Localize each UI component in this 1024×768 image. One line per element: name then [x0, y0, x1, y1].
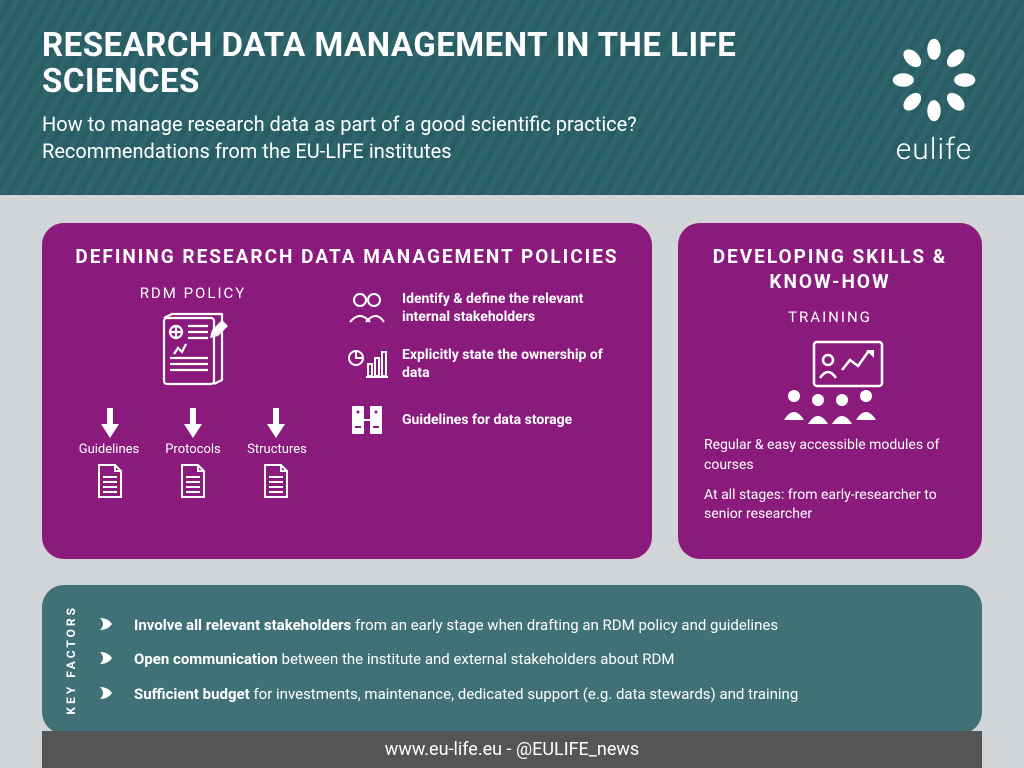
policy-item-text: Identify & define the relevant internal … [402, 290, 626, 326]
training-subtitle: TRAINING [788, 308, 872, 326]
server-icon [346, 402, 388, 438]
page-subtitle: How to manage research data as part of a… [42, 111, 866, 165]
policy-item: Guidelines for data storage [346, 402, 626, 438]
training-point: At all stages: from early-researcher to … [704, 486, 956, 525]
key-factor-item: Sufficient budget for investments, maint… [98, 684, 952, 704]
footer-text: www.eu-life.eu - @EULIFE_news [385, 739, 639, 760]
policy-document-icon [152, 312, 234, 400]
footer: www.eu-life.eu - @EULIFE_news [42, 731, 982, 768]
header: RESEARCH DATA MANAGEMENT IN THE LIFE SCI… [0, 0, 1024, 195]
page-title: RESEARCH DATA MANAGEMENT IN THE LIFE SCI… [42, 28, 866, 101]
policy-item-text: Guidelines for data storage [402, 411, 572, 429]
logo-text: eulife [896, 132, 973, 167]
card-defining-policies: DEFINING RESEARCH DATA MANAGEMENT POLICI… [42, 223, 652, 559]
card-left-title: DEFINING RESEARCH DATA MANAGEMENT POLICI… [68, 245, 626, 270]
policy-subtitle: RDM POLICY [140, 284, 247, 302]
bullet-arrow-icon [98, 684, 120, 702]
header-text-block: RESEARCH DATA MANAGEMENT IN THE LIFE SCI… [42, 28, 886, 165]
branch-label: Structures [236, 442, 318, 457]
key-factor-text: Involve all relevant stakeholders from a… [134, 615, 778, 635]
policy-item-text: Explicitly state the ownership of data [402, 346, 626, 382]
branch-labels: Guidelines Protocols Structures [68, 442, 318, 457]
document-lines-icon [93, 461, 127, 501]
arrow-down-icon [263, 406, 289, 440]
key-factor-item: Open communication between the institute… [98, 649, 952, 669]
card-row: DEFINING RESEARCH DATA MANAGEMENT POLICI… [42, 223, 982, 559]
logo: eulife [886, 28, 982, 167]
key-factors-list: Involve all relevant stakeholders from a… [98, 615, 952, 704]
bullet-arrow-icon [98, 615, 120, 633]
training-presentation-icon [770, 336, 890, 428]
people-icon [346, 290, 388, 326]
arrow-down-icon [97, 406, 123, 440]
policy-items: Identify & define the relevant internal … [346, 284, 626, 501]
arrow-down-icon [180, 406, 206, 440]
policy-column: RDM POLICY [68, 284, 318, 501]
subtitle-line2: Recommendations from the EU-LIFE institu… [42, 139, 452, 163]
key-factor-item: Involve all relevant stakeholders from a… [98, 615, 952, 635]
branch-label: Guidelines [68, 442, 150, 457]
branch-label: Protocols [152, 442, 234, 457]
content: DEFINING RESEARCH DATA MANAGEMENT POLICI… [0, 195, 1024, 734]
key-factors-panel: KEY FACTORS Involve all relevant stakeho… [42, 585, 982, 735]
document-lines-icon [176, 461, 210, 501]
key-factor-text: Open communication between the institute… [134, 649, 674, 669]
eulife-logo-icon [886, 32, 982, 128]
subtitle-line1: How to manage research data as part of a… [42, 112, 637, 136]
card-developing-skills: DEVELOPING SKILLS & KNOW-HOW TRAINING [678, 223, 982, 559]
chart-icon [346, 346, 388, 382]
bullet-arrow-icon [98, 649, 120, 667]
training-point: Regular & easy accessible modules of cou… [704, 436, 956, 475]
document-lines-icon [259, 461, 293, 501]
key-factor-text: Sufficient budget for investments, maint… [134, 684, 798, 704]
policy-item: Explicitly state the ownership of data [346, 346, 626, 382]
policy-item: Identify & define the relevant internal … [346, 290, 626, 326]
training-text: Regular & easy accessible modules of cou… [704, 436, 956, 534]
card-right-title: DEVELOPING SKILLS & KNOW-HOW [704, 245, 956, 294]
key-factors-label: KEY FACTORS [64, 605, 78, 715]
